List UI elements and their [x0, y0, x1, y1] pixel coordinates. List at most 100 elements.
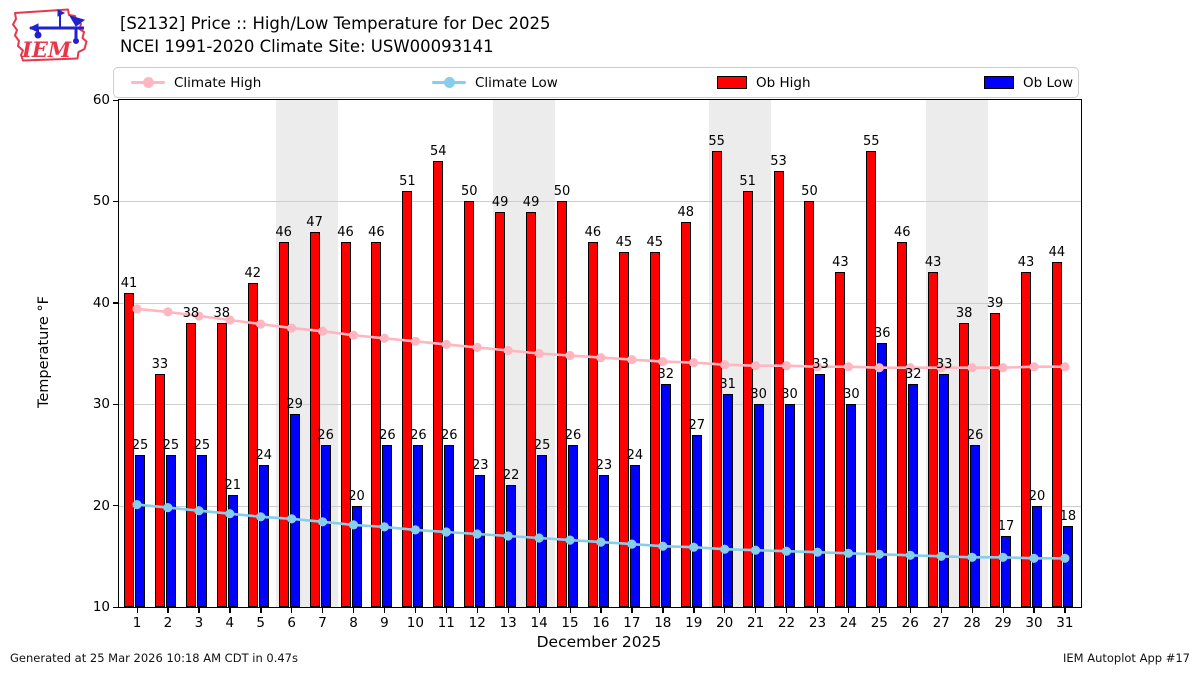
climate-low-marker-day-13	[503, 531, 513, 541]
climate-low-marker-day-12	[472, 529, 482, 539]
legend-label: Climate Low	[475, 74, 558, 91]
x-tick-10: 10	[406, 615, 424, 631]
ob-high-value-day-13: 49	[491, 194, 509, 210]
x-tickmark-27	[940, 608, 942, 613]
climate-low-line	[136, 503, 1065, 560]
x-tickmark-2	[167, 608, 169, 613]
climate-high-marker-day-10	[410, 336, 420, 346]
ob-high-bar-day-30	[1020, 272, 1031, 607]
ob-low-value-day-18: 32	[657, 366, 675, 382]
ob-low-value-day-3: 25	[193, 437, 211, 453]
ob-high-value-day-7: 47	[306, 214, 323, 230]
y-tick-20: 20	[92, 497, 110, 514]
climate-low-marker-day-27	[936, 551, 946, 561]
ob-low-bar-day-29	[1001, 536, 1012, 607]
climate-high-marker-day-1	[132, 304, 142, 314]
climate-high-marker-day-19	[689, 358, 699, 368]
climate-low-marker-day-16	[596, 537, 606, 547]
legend-item-climate-low: Climate Low	[432, 68, 558, 97]
ob-low-bar-day-26	[908, 383, 919, 607]
x-tickmark-11	[445, 608, 448, 613]
x-tick-28: 28	[963, 615, 981, 631]
ob-low-value-day-29: 17	[997, 519, 1015, 535]
ob-high-value-day-29: 39	[986, 295, 1004, 311]
climate-low-marker-day-1	[132, 500, 142, 510]
climate-high-marker-day-13	[503, 345, 513, 356]
iem-logo: IEM	[8, 4, 112, 70]
ob-high-value-day-24: 43	[832, 255, 849, 271]
y-axis-title: Temperature °F	[36, 295, 52, 409]
x-tick-31: 31	[1056, 615, 1074, 631]
ob-low-bar-day-23	[815, 373, 826, 607]
climate-low-marker-day-11	[441, 527, 451, 537]
ob-high-bar-day-6	[278, 241, 289, 607]
ob-low-value-day-4: 21	[224, 478, 242, 494]
title-line-1: [S2132] Price :: High/Low Temperature fo…	[120, 14, 551, 33]
weather-vane-icon	[28, 9, 86, 44]
climate-low-marker-day-3	[194, 506, 204, 516]
climate-high-marker-day-7	[318, 326, 328, 336]
ob-low-bar-day-4	[227, 495, 238, 607]
ob-low-bar-day-5	[258, 465, 269, 607]
x-tick-29: 29	[994, 615, 1012, 631]
ob-high-value-day-14: 49	[522, 194, 540, 210]
climate-high-marker-day-26	[905, 363, 915, 373]
climate-high-marker-day-21	[751, 361, 761, 371]
climate-high-marker-day-31	[1060, 362, 1070, 372]
x-tickmark-12	[476, 608, 479, 613]
x-tickmark-21	[755, 608, 757, 613]
climate-low-marker-day-9	[379, 522, 389, 532]
ob-high-bar-day-13	[495, 211, 506, 607]
x-tickmark-13	[507, 608, 509, 613]
ob-high-value-day-3: 38	[182, 306, 200, 322]
climate-high-marker-day-24	[843, 362, 854, 372]
ob-high-value-day-23: 50	[801, 184, 818, 200]
y-tickmark-50	[113, 200, 118, 203]
legend-label: Ob High	[756, 74, 811, 91]
ob-low-value-day-25: 36	[874, 326, 891, 342]
x-tickmark-23	[816, 608, 819, 613]
y-tick-50: 50	[92, 193, 110, 210]
ob-low-value-day-2: 25	[162, 437, 180, 453]
climate-high-marker-day-28	[967, 363, 977, 373]
climate-low-marker-day-17	[627, 539, 637, 549]
x-tick-30: 30	[1025, 615, 1043, 631]
ob-high-value-day-17: 45	[615, 235, 633, 251]
climate-low-marker-day-15	[565, 535, 575, 545]
climate-low-marker-day-21	[751, 545, 761, 555]
ob-high-bar-day-8	[340, 241, 351, 607]
ob-low-bar-day-12	[475, 475, 486, 607]
ob-low-bar-day-15	[568, 444, 579, 607]
ob-low-value-day-12: 23	[471, 458, 489, 474]
ob-high-value-day-5: 42	[244, 265, 261, 281]
ob-low-value-day-1: 25	[131, 437, 149, 453]
ob-low-bar-day-24	[846, 404, 857, 607]
ob-low-value-day-26: 32	[904, 366, 922, 382]
x-tick-4: 4	[225, 615, 235, 631]
ob-high-bar-day-27	[928, 272, 939, 607]
climate-high-marker-day-15	[565, 350, 575, 361]
ob-low-bar-day-25	[877, 343, 888, 607]
ob-high-bar-day-22	[773, 170, 784, 607]
climate-lines	[132, 304, 1070, 563]
x-tick-19: 19	[685, 615, 703, 631]
x-tickmark-19	[693, 608, 695, 613]
climate-low-marker-day-25	[874, 549, 884, 559]
climate-high-marker-day-14	[534, 348, 544, 359]
x-tick-12: 12	[468, 615, 486, 631]
ob-low-value-day-22: 30	[781, 387, 798, 403]
climate-high-marker-day-4	[225, 315, 235, 325]
climate-low-marker-day-31	[1060, 553, 1070, 563]
ob-high-value-day-8: 46	[337, 224, 354, 240]
ob-low-value-day-8: 20	[348, 488, 365, 504]
ob-high-bar-day-11	[433, 160, 444, 607]
ob-low-value-day-28: 26	[966, 427, 984, 443]
climate-high-marker-day-6	[287, 323, 297, 333]
x-tick-7: 7	[318, 615, 327, 631]
ob-low-bar-day-21	[753, 404, 764, 607]
ob-high-value-day-22: 53	[770, 153, 787, 169]
x-tickmark-1	[136, 608, 138, 613]
y-tick-10: 10	[92, 599, 110, 615]
climate-high-marker-day-18	[658, 357, 668, 367]
